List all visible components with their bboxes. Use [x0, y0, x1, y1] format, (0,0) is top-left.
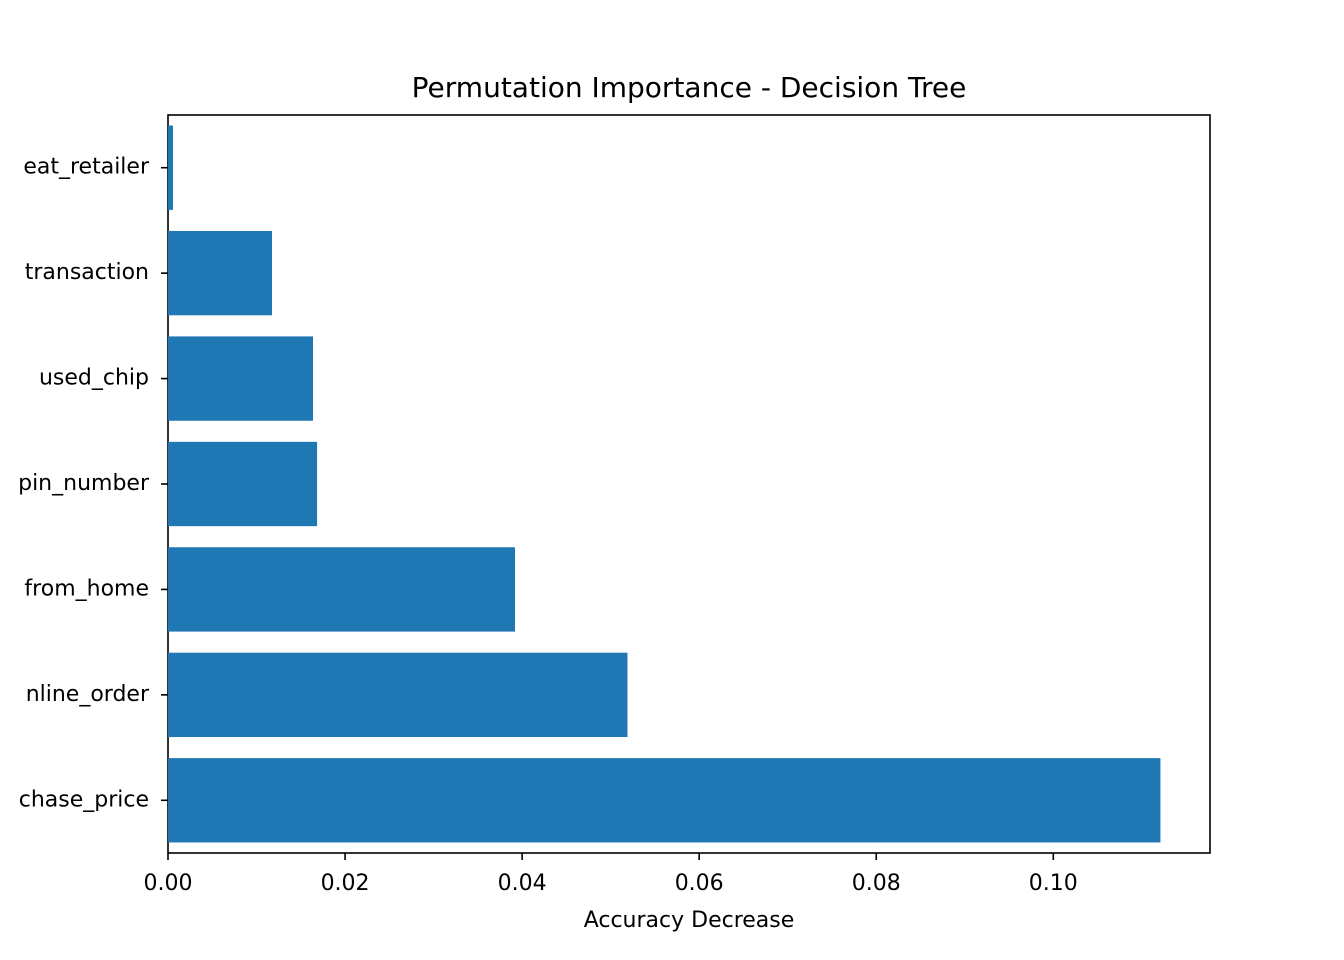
bar [168, 336, 314, 421]
bar [168, 125, 173, 210]
y-tick-label: nline_order [26, 682, 150, 707]
chart-title: Permutation Importance - Decision Tree [412, 71, 967, 104]
y-tick-label: used_chip [39, 366, 149, 391]
bar [168, 652, 628, 738]
y-tick-label: pin_number [18, 471, 150, 496]
bar [168, 758, 1161, 843]
y-tick-label: eat_retailer [23, 155, 150, 180]
x-tick-label: 0.04 [498, 871, 547, 896]
bar [168, 547, 516, 632]
x-tick-label: 0.02 [321, 871, 370, 896]
plot-frame [167, 114, 1211, 854]
x-tick-label: 0.00 [144, 871, 193, 896]
y-tick-label: chase_price [19, 787, 149, 812]
x-axis-label: Accuracy Decrease [584, 908, 795, 933]
y-tick-label: from_home [24, 576, 149, 601]
y-tick-label: transaction [25, 260, 149, 285]
bar [168, 230, 273, 316]
x-tick-label: 0.06 [675, 871, 724, 896]
x-tick-label: 0.08 [852, 871, 901, 896]
bar [168, 441, 318, 527]
x-tick-label: 0.10 [1029, 871, 1078, 896]
